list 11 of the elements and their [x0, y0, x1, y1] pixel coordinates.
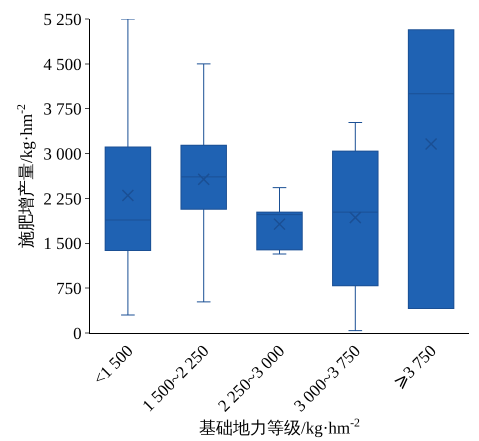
y-tick-label: 2 250	[43, 189, 82, 208]
y-tick-label: 3 750	[43, 100, 82, 119]
x-tick-label: ⩾3 750	[390, 341, 440, 392]
y-tick-label: 0	[73, 324, 82, 343]
y-tick-label: 4 500	[43, 54, 82, 74]
y-tick-label: 5 250	[43, 10, 82, 29]
y-tick-label: 3 000	[43, 144, 82, 164]
y-tick-label: 750	[56, 279, 82, 298]
y-tick-label: 1 500	[43, 234, 82, 254]
x-axis-title: 基础地力等级/kg·hm$^{-2}$	[198, 415, 360, 438]
x-tick-label: <1 500	[89, 341, 137, 389]
